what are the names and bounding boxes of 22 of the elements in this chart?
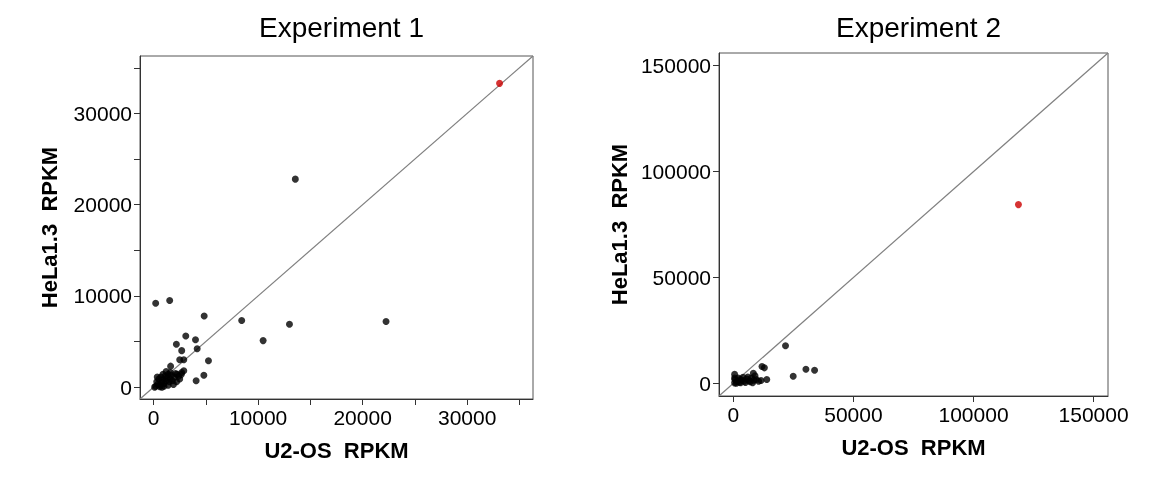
x-tick-label: 150000: [1058, 403, 1129, 426]
x-tick-label: 10000: [228, 406, 288, 429]
x-tick-label: 0: [147, 406, 160, 429]
y-tick-label: 0: [120, 375, 132, 399]
x-tick-label: 30000: [437, 406, 497, 429]
y-tick-label: 0: [699, 371, 711, 395]
x-tick-label: 0: [727, 403, 740, 426]
x-tick-label: 20000: [333, 406, 392, 429]
y-tick-label: 150000: [640, 54, 711, 78]
y-axis-title: HeLa1.3 RPKM: [606, 143, 632, 306]
x-tick-label: 100000: [938, 403, 1009, 426]
chart-title: Experiment 2: [836, 11, 1001, 43]
y-tick-label: 100000: [640, 160, 711, 184]
y-axis-title: HeLa1.3 RPKM: [36, 146, 62, 309]
y-tick-label: 50000: [652, 265, 711, 289]
x-axis-title: U2-OS RPKM: [264, 437, 409, 463]
y-tick-label: 30000: [73, 101, 132, 125]
x-axis-title: U2-OS RPKM: [841, 434, 986, 460]
y-tick-label: 10000: [73, 284, 132, 308]
y-tick-label: 20000: [73, 193, 132, 217]
chart-title: Experiment 1: [259, 11, 424, 43]
x-tick-label: 50000: [824, 403, 883, 426]
